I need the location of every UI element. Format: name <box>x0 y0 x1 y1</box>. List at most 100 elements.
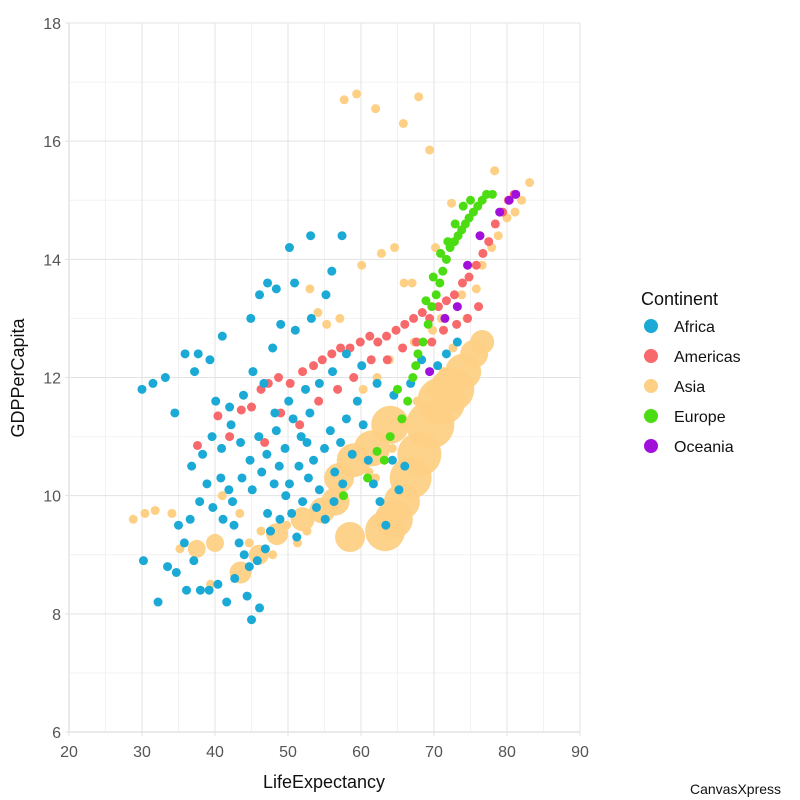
canvasxpress-credit: CanvasXpress <box>690 781 782 797</box>
data-point-africa <box>296 432 306 442</box>
data-point-americas <box>349 373 359 382</box>
data-point-africa <box>187 461 197 471</box>
data-point-africa <box>311 502 321 512</box>
data-point-americas <box>236 405 246 415</box>
data-point-africa <box>329 497 339 507</box>
legend-label-europe: Europe <box>674 409 726 426</box>
data-point-africa <box>217 331 227 341</box>
data-point-africa <box>239 550 249 560</box>
data-point-africa <box>195 497 205 507</box>
data-point-africa <box>284 243 294 253</box>
data-point-africa <box>247 615 256 625</box>
data-point-europe <box>363 473 373 483</box>
x-tick-label: 20 <box>60 744 78 761</box>
x-tick-label: 60 <box>352 744 370 761</box>
data-point-africa <box>387 455 397 465</box>
data-point-asia <box>357 260 367 270</box>
data-point-europe <box>443 237 453 247</box>
data-point-asia <box>525 178 535 188</box>
data-point-africa <box>275 514 285 524</box>
data-point-bubble <box>335 522 366 553</box>
data-point-africa <box>337 231 347 241</box>
data-point-europe <box>466 195 475 205</box>
data-point-africa <box>246 313 256 323</box>
y-axis-title: GDPPerCapita <box>8 317 28 437</box>
data-point-americas <box>463 313 473 323</box>
data-point-africa <box>213 579 223 589</box>
data-point-africa <box>260 544 270 554</box>
data-point-americas <box>213 411 223 421</box>
data-point-africa <box>257 467 267 477</box>
data-point-africa <box>330 467 340 477</box>
data-point-asia <box>140 508 150 518</box>
data-point-americas <box>398 343 408 353</box>
data-point-africa <box>290 325 300 335</box>
data-point-africa <box>236 437 246 447</box>
data-point-africa <box>290 278 300 288</box>
data-point-asia <box>235 508 245 518</box>
data-point-asia <box>447 198 457 208</box>
data-point-africa <box>242 591 252 601</box>
data-point-americas <box>355 337 365 347</box>
data-point-europe <box>418 337 428 347</box>
data-point-americas <box>382 355 392 365</box>
data-point-africa <box>217 443 227 453</box>
data-point-europe <box>385 432 395 442</box>
data-point-africa <box>314 485 324 495</box>
data-point-africa <box>265 526 275 536</box>
data-point-africa <box>271 284 281 294</box>
data-point-africa <box>179 538 189 548</box>
x-tick-label: 40 <box>206 744 224 761</box>
data-point-africa <box>347 449 357 459</box>
legend-label-oceania: Oceania <box>674 439 734 456</box>
data-point-africa <box>274 461 284 471</box>
data-point-africa <box>230 573 240 583</box>
data-point-asia <box>425 145 435 155</box>
y-tick-label: 18 <box>43 16 61 33</box>
data-point-africa <box>381 520 391 530</box>
data-point-africa <box>202 479 212 489</box>
legend-marker-americas <box>644 349 658 363</box>
legend-label-asia: Asia <box>674 379 705 396</box>
data-point-asia <box>430 243 440 253</box>
data-point-africa <box>190 367 200 377</box>
data-point-americas <box>438 325 448 335</box>
data-point-africa <box>269 479 279 489</box>
data-point-asia <box>150 505 160 515</box>
data-point-americas <box>309 361 319 371</box>
data-point-asia <box>510 207 520 217</box>
data-point-africa <box>180 349 190 359</box>
data-point-oceania <box>511 189 521 199</box>
legend-marker-asia <box>644 379 658 393</box>
data-point-africa <box>137 384 147 394</box>
data-point-asia <box>412 396 422 406</box>
data-point-americas <box>382 331 392 341</box>
data-point-americas <box>457 278 467 288</box>
bubble-layer <box>187 330 495 584</box>
data-point-oceania <box>475 231 485 241</box>
data-point-africa <box>309 455 319 465</box>
data-point-africa <box>205 355 215 365</box>
data-point-asia <box>313 308 323 318</box>
data-point-africa <box>259 378 269 388</box>
data-point-americas <box>247 402 256 412</box>
data-point-africa <box>204 585 214 595</box>
data-point-africa <box>292 532 302 542</box>
data-point-europe <box>423 319 433 329</box>
data-point-africa <box>320 443 329 453</box>
data-point-asia <box>167 508 177 518</box>
data-point-americas <box>452 319 462 329</box>
data-point-africa <box>163 562 173 572</box>
data-point-africa <box>255 290 265 300</box>
data-point-asia <box>302 526 312 536</box>
data-point-africa <box>452 337 462 347</box>
data-point-africa <box>341 349 351 359</box>
data-point-africa <box>320 514 330 524</box>
data-point-asia <box>407 278 417 288</box>
data-point-americas <box>274 373 284 382</box>
data-point-europe <box>450 219 460 229</box>
data-point-americas <box>391 325 401 335</box>
data-point-asia <box>457 290 467 300</box>
data-point-africa <box>263 508 273 518</box>
